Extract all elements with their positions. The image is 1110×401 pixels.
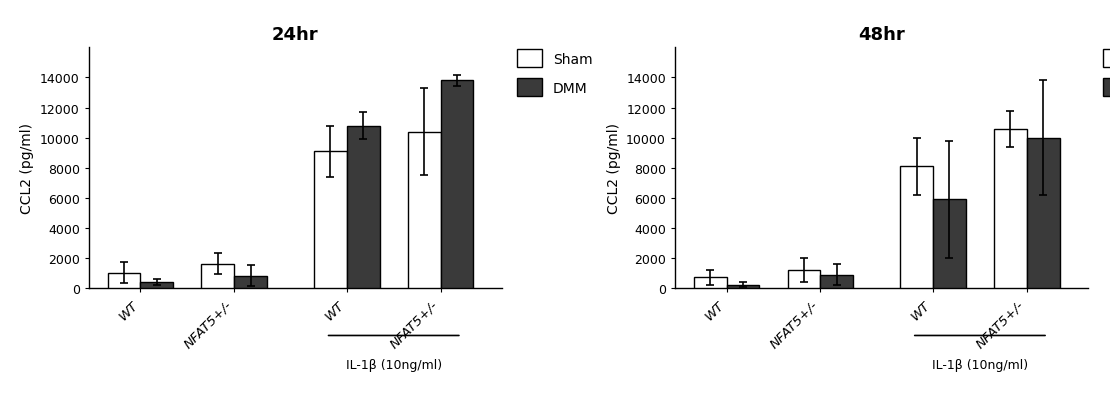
Y-axis label: CCL2 (pg/ml): CCL2 (pg/ml) [20, 123, 34, 214]
Bar [934, 200, 966, 289]
Legend: Sham, DMM: Sham, DMM [1103, 50, 1110, 97]
Bar [346, 126, 380, 289]
Text: IL-1β (10ng/ml): IL-1β (10ng/ml) [931, 358, 1028, 371]
Bar [407, 132, 441, 289]
Bar [108, 273, 140, 289]
Bar [900, 167, 934, 289]
Bar [441, 81, 474, 289]
Bar [993, 129, 1027, 289]
Bar [727, 285, 759, 289]
Bar [234, 276, 268, 289]
Legend: Sham, DMM: Sham, DMM [517, 50, 593, 97]
Title: 48hr: 48hr [858, 26, 905, 44]
Bar [140, 282, 173, 289]
Bar [201, 264, 234, 289]
Bar [1027, 138, 1060, 289]
Text: IL-1β (10ng/ml): IL-1β (10ng/ml) [345, 358, 442, 371]
Bar [694, 277, 727, 289]
Title: 24hr: 24hr [272, 26, 319, 44]
Bar [314, 152, 346, 289]
Y-axis label: CCL2 (pg/ml): CCL2 (pg/ml) [606, 123, 620, 214]
Bar [820, 275, 854, 289]
Bar [788, 270, 820, 289]
